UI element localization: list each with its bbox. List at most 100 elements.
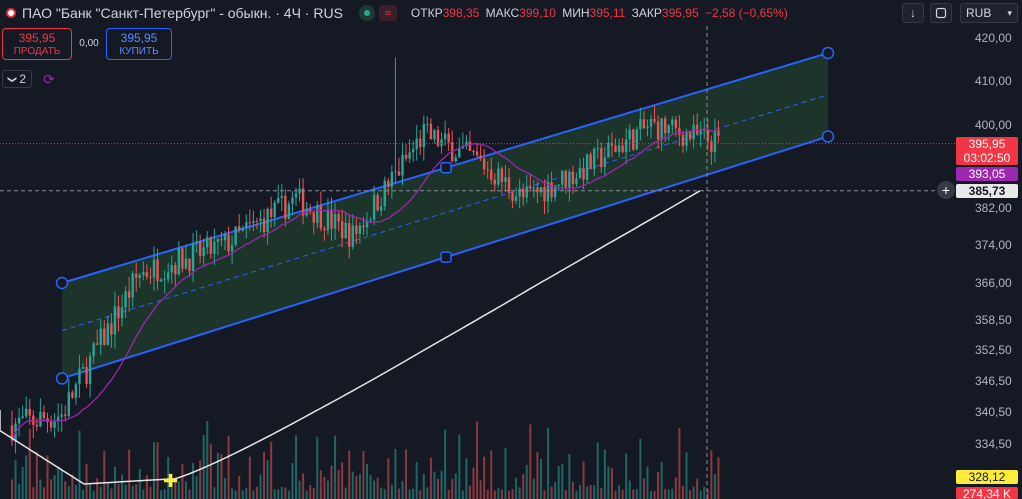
- candle-body: [571, 171, 575, 185]
- volume-bar: [334, 435, 337, 499]
- candle-body: [21, 416, 24, 418]
- volume-bar: [255, 486, 258, 499]
- buy-button[interactable]: 395,95 КУПИТЬ: [106, 28, 172, 60]
- volume-bar: [383, 489, 386, 499]
- candle-body: [110, 323, 113, 335]
- candle-body: [326, 209, 330, 231]
- buy-price: 395,95: [120, 31, 158, 45]
- ohlc-open-label: ОТКР: [410, 6, 443, 20]
- candle-body: [536, 187, 539, 193]
- candle-body: [585, 154, 589, 180]
- y-tick-label: 358,50: [975, 313, 1012, 327]
- indicators-toggle-button[interactable]: ❯ 2: [2, 70, 32, 88]
- data-delay-icon[interactable]: ≈: [378, 5, 397, 21]
- currency-value: RUB: [966, 6, 992, 20]
- fullscreen-button[interactable]: [930, 3, 952, 23]
- volume-bar: [689, 490, 692, 499]
- currency-select[interactable]: RUB ▾: [960, 3, 1018, 23]
- candle-body: [617, 145, 621, 152]
- volume-bar: [181, 464, 184, 499]
- candle-body: [429, 123, 433, 140]
- candle-body: [227, 234, 230, 252]
- candle-body: [344, 222, 347, 239]
- candle-body: [447, 133, 450, 143]
- candle-body: [522, 188, 525, 198]
- refresh-icon[interactable]: ⟳: [43, 71, 55, 87]
- volume-bar: [557, 465, 560, 499]
- volume-bar: [295, 435, 297, 499]
- candle-body: [259, 218, 262, 222]
- channel-mid-handle: [440, 251, 452, 263]
- volume-bar: [103, 450, 106, 499]
- volume-bar: [248, 456, 251, 499]
- candle-body: [664, 118, 667, 134]
- candle-body: [309, 208, 312, 213]
- volume-bar: [536, 452, 539, 499]
- channel-fill: [62, 53, 828, 379]
- candle-body: [635, 129, 638, 150]
- candle-body: [145, 272, 149, 277]
- volume-bar: [344, 487, 347, 499]
- candle-body: [632, 129, 635, 150]
- spread-value: 0,00: [79, 38, 99, 49]
- candle-body: [546, 182, 550, 202]
- volume-bar: [177, 481, 180, 499]
- volume-bar: [458, 434, 461, 499]
- volume-bar: [206, 420, 209, 499]
- channel-anchor-handle: [821, 46, 835, 60]
- candle-body: [362, 225, 365, 228]
- volume-bar: [635, 488, 638, 499]
- volume-bar: [280, 486, 283, 499]
- candle-body: [298, 188, 301, 194]
- volume-bar: [128, 449, 131, 499]
- candle-body: [518, 188, 521, 197]
- candle-body: [333, 214, 337, 229]
- volume-bar: [209, 444, 212, 499]
- candle-body: [624, 139, 628, 153]
- candle-body: [578, 167, 582, 179]
- volume-bar: [369, 475, 372, 499]
- volume-bar: [511, 489, 514, 499]
- volume-bar: [504, 447, 507, 499]
- candle-body: [713, 130, 717, 153]
- candle-body: [248, 222, 252, 224]
- volume-bar: [415, 462, 418, 499]
- candle-body: [184, 258, 188, 269]
- arrow-down-icon[interactable]: ↓: [902, 3, 924, 23]
- volume-bar: [238, 475, 241, 499]
- volume-bar: [71, 474, 74, 499]
- sell-button[interactable]: 395,95 ПРОДАТЬ: [2, 28, 72, 60]
- y-tick-label: 400,00: [975, 118, 1012, 132]
- volume-bar: [376, 477, 379, 499]
- candle-body: [269, 208, 273, 218]
- volume-bar: [444, 429, 447, 499]
- candle-body: [539, 187, 543, 193]
- ohlc-high-value: 399,10: [519, 6, 556, 20]
- chart-overlay: [0, 26, 955, 499]
- add-plus-icon[interactable]: +: [937, 181, 955, 199]
- volume-bar: [25, 455, 28, 499]
- ma-fast-tag: 393,05: [956, 167, 1018, 181]
- candle-body: [92, 343, 95, 357]
- volume-bar: [717, 457, 720, 499]
- candle-body: [561, 170, 564, 185]
- volume-bar: [554, 482, 557, 499]
- volume-bar: [515, 477, 518, 499]
- candle-body: [465, 141, 468, 146]
- volume-bar: [579, 484, 581, 499]
- volume-bar: [529, 424, 532, 499]
- ma-slow-tag: 328,12: [956, 470, 1018, 484]
- volume-bar: [153, 442, 155, 499]
- volume-bar: [614, 490, 617, 499]
- candle-body: [284, 195, 287, 219]
- market-status-icon[interactable]: [358, 5, 375, 21]
- volume-bar: [564, 490, 567, 499]
- volume-bar: [600, 487, 603, 499]
- candle-body: [28, 408, 31, 416]
- volume-bar: [625, 453, 628, 499]
- candle-body: [216, 239, 220, 242]
- volume-bar: [220, 454, 223, 499]
- y-tick-label: 420,00: [975, 31, 1012, 45]
- symbol-title[interactable]: ПАО "Банк "Санкт-Петербург" - обыкн. · 4…: [22, 5, 343, 21]
